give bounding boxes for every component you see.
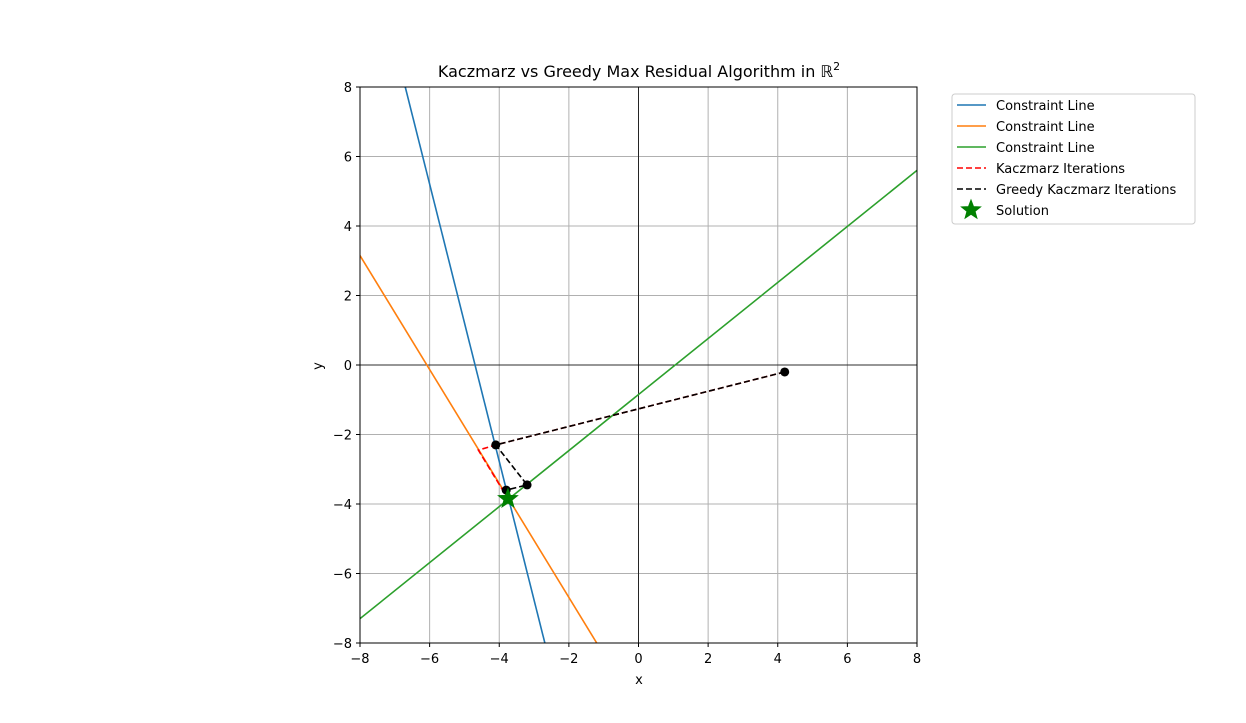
x-tick-label: −8 — [350, 652, 369, 667]
x-tick-label: 8 — [913, 652, 921, 667]
solution-star — [497, 487, 519, 509]
legend-label: Constraint Line — [996, 120, 1095, 135]
x-tick-label: −4 — [490, 652, 509, 667]
chart-title: Kaczmarz vs Greedy Max Residual Algorith… — [438, 60, 840, 81]
x-tick-label: 6 — [843, 652, 851, 667]
x-axis-label: x — [635, 673, 643, 688]
y-tick-label: −2 — [333, 429, 352, 444]
y-tick-label: 0 — [344, 359, 352, 374]
y-axis-label: y — [311, 362, 326, 370]
y-ticks: −8 −6 −4 −2 0 2 4 6 8 — [333, 81, 360, 652]
y-tick-label: −4 — [333, 498, 352, 513]
legend-label: Constraint Line — [996, 99, 1095, 114]
x-tick-label: 4 — [774, 652, 782, 667]
y-tick-label: 2 — [344, 290, 352, 305]
legend-label: Constraint Line — [996, 141, 1095, 156]
y-tick-label: 6 — [344, 151, 352, 166]
greedy-iteration-point — [522, 480, 532, 490]
y-tick-label: 8 — [344, 81, 352, 96]
y-tick-label: −6 — [333, 568, 352, 583]
legend-label: Solution — [996, 204, 1049, 219]
legend-label: Greedy Kaczmarz Iterations — [996, 183, 1177, 198]
legend-box — [951, 93, 1196, 225]
y-tick-label: 4 — [344, 220, 352, 235]
zero-axes — [360, 87, 917, 643]
x-tick-label: 0 — [634, 652, 642, 667]
legend: Constraint Line Constraint Line Constraint… — [951, 93, 1196, 225]
greedy-iteration-point — [780, 367, 790, 377]
constraint-line-1 — [404, 87, 546, 643]
x-ticks: −8 −6 −4 −2 0 2 4 6 8 — [350, 643, 921, 667]
iteration-markers — [491, 367, 790, 509]
greedy-iteration-point — [491, 440, 501, 450]
x-tick-label: −6 — [420, 652, 439, 667]
x-tick-label: 2 — [704, 652, 712, 667]
legend-star-icon — [960, 198, 982, 220]
legend-label: Kaczmarz Iterations — [996, 162, 1125, 177]
kaczmarz-iterations-line — [477, 371, 785, 500]
constraint-line-3 — [360, 169, 917, 620]
y-tick-label: −8 — [333, 637, 352, 652]
x-tick-label: −2 — [559, 652, 578, 667]
constraint-line-2 — [360, 255, 598, 643]
greedy-iterations-line — [494, 371, 785, 499]
